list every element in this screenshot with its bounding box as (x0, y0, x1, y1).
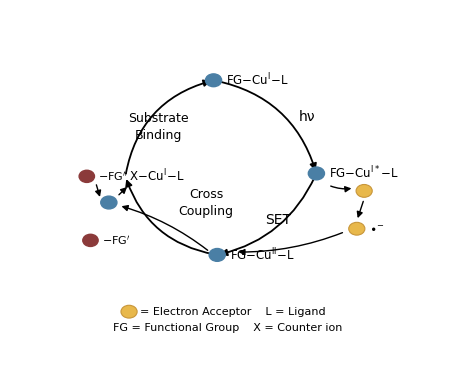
Text: $\mathsf{\bullet^{-}}$: $\mathsf{\bullet^{-}}$ (369, 222, 385, 235)
Circle shape (308, 167, 325, 180)
Text: $\mathsf{{-}FG^{\prime}}$: $\mathsf{{-}FG^{\prime}}$ (102, 234, 130, 247)
Text: Cross
Coupling: Cross Coupling (179, 187, 234, 217)
Text: $\mathsf{FG{-}Cu^{II}{-}L}$: $\mathsf{FG{-}Cu^{II}{-}L}$ (230, 246, 295, 263)
Text: SET: SET (265, 213, 291, 227)
Circle shape (101, 196, 117, 209)
Text: Substrate
Binding: Substrate Binding (128, 112, 189, 142)
Circle shape (121, 305, 137, 318)
Text: $\mathsf{FG{-}Cu^{I}{-}L}$: $\mathsf{FG{-}Cu^{I}{-}L}$ (226, 72, 289, 88)
Circle shape (205, 74, 222, 87)
Text: hν: hν (299, 110, 316, 124)
Circle shape (83, 234, 98, 246)
Text: $\mathsf{{-}FG^{\prime\prime}}$: $\mathsf{{-}FG^{\prime\prime}}$ (98, 170, 129, 183)
Text: $\mathsf{X{\!-\!} Cu^{I} {\!-\!} L}$: $\mathsf{X{\!-\!} Cu^{I} {\!-\!} L}$ (129, 168, 185, 184)
Circle shape (356, 184, 372, 197)
Text: FG = Functional Group    X = Counter ion: FG = Functional Group X = Counter ion (112, 323, 342, 333)
Circle shape (79, 170, 94, 183)
Text: = Electron Acceptor    L = Ligand: = Electron Acceptor L = Ligand (140, 307, 326, 317)
Circle shape (349, 222, 365, 235)
Circle shape (209, 248, 225, 261)
Text: $\mathsf{FG{-}Cu^{I*}{-}L}$: $\mathsf{FG{-}Cu^{I*}{-}L}$ (329, 165, 399, 182)
